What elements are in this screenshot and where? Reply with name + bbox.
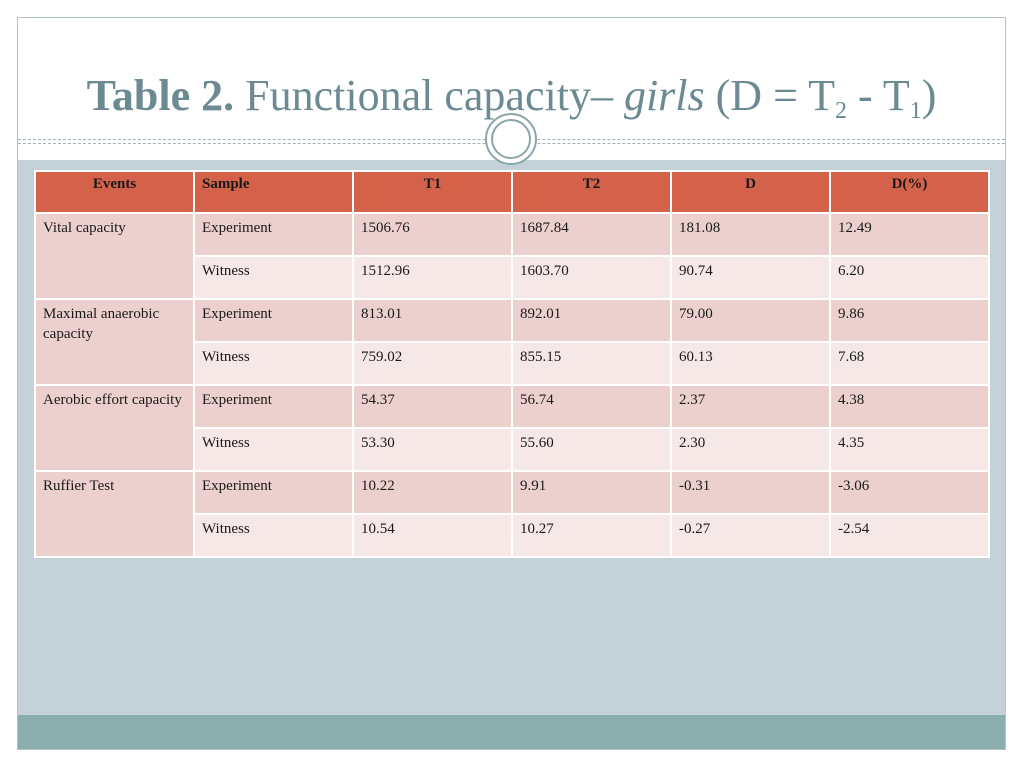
sample-cell: Witness xyxy=(193,255,354,300)
d-cell: 79.00 xyxy=(670,298,831,343)
t2-cell: 1603.70 xyxy=(511,255,672,300)
title-table-number: Table 2. xyxy=(86,71,235,120)
t2-cell: 56.74 xyxy=(511,384,672,429)
table-row: Vital capacity Experiment 1506.76 1687.8… xyxy=(34,212,990,300)
d-cell: 2.30 xyxy=(670,427,831,472)
d-cell: -0.27 xyxy=(670,513,831,558)
table-row: Witness 759.02 855.15 60.13 7.68 xyxy=(35,341,990,386)
d-percent-cell: -2.54 xyxy=(829,513,990,558)
t2-cell: 855.15 xyxy=(511,341,672,386)
title-subscript-1: 1 xyxy=(909,98,922,124)
d-percent-cell: 4.35 xyxy=(829,427,990,472)
slide: Table 2. Functional capacity– girls (D =… xyxy=(17,17,1006,750)
sample-cell: Witness xyxy=(193,513,354,558)
event-cell: Ruffier Test xyxy=(34,470,195,558)
t2-cell: 892.01 xyxy=(511,298,672,343)
d-percent-cell: 4.38 xyxy=(829,384,990,429)
d-cell: -0.31 xyxy=(670,470,831,515)
t2-cell: 10.27 xyxy=(511,513,672,558)
d-percent-cell: -3.06 xyxy=(829,470,990,515)
header-d: D xyxy=(670,170,831,214)
title-formula-suffix: ) xyxy=(921,71,937,120)
slide-title: Table 2. Functional capacity– girls (D =… xyxy=(18,70,1005,125)
t1-cell: 53.30 xyxy=(352,427,513,472)
title-italic: girls xyxy=(623,71,705,120)
d-percent-cell: 9.86 xyxy=(829,298,990,343)
t2-cell: 9.91 xyxy=(511,470,672,515)
table-row: Witness 1512.96 1603.70 90.74 6.20 xyxy=(35,255,990,300)
title-formula-mid: - T xyxy=(846,71,910,120)
t1-cell: 813.01 xyxy=(352,298,513,343)
table-row: Ruffier Test Experiment 10.22 9.91 -0.31… xyxy=(34,470,990,558)
title-text: Functional capacity– xyxy=(245,71,613,120)
sample-cell: Witness xyxy=(193,341,354,386)
t1-cell: 759.02 xyxy=(352,341,513,386)
header-sample: Sample xyxy=(193,170,354,214)
d-percent-cell: 7.68 xyxy=(829,341,990,386)
t1-cell: 10.22 xyxy=(352,470,513,515)
circle-ornament-icon xyxy=(485,113,537,165)
functional-capacity-table: Events Sample T1 T2 D D(%) Vital capacit… xyxy=(34,170,990,558)
d-percent-cell: 6.20 xyxy=(829,255,990,300)
t1-cell: 54.37 xyxy=(352,384,513,429)
event-cell: Vital capacity xyxy=(34,212,195,300)
footer-bar xyxy=(18,715,1005,749)
t2-cell: 55.60 xyxy=(511,427,672,472)
event-cell: Aerobic effort capacity xyxy=(34,384,195,472)
sample-cell: Experiment xyxy=(193,298,354,343)
t1-cell: 1506.76 xyxy=(352,212,513,257)
table-header-row: Events Sample T1 T2 D D(%) xyxy=(34,170,990,214)
slide-header: Table 2. Functional capacity– girls (D =… xyxy=(18,18,1005,160)
header-t1: T1 xyxy=(352,170,513,214)
header-t2: T2 xyxy=(511,170,672,214)
sample-cell: Witness xyxy=(193,427,354,472)
title-formula-prefix: (D = T xyxy=(715,71,835,120)
header-events: Events xyxy=(34,170,195,214)
table-row: Witness 10.54 10.27 -0.27 -2.54 xyxy=(35,513,990,558)
sample-cell: Experiment xyxy=(193,384,354,429)
t1-cell: 10.54 xyxy=(352,513,513,558)
t2-cell: 1687.84 xyxy=(511,212,672,257)
sample-cell: Experiment xyxy=(193,212,354,257)
d-percent-cell: 12.49 xyxy=(829,212,990,257)
d-cell: 181.08 xyxy=(670,212,831,257)
table-row: Maximal anaerobic capacity Experiment 81… xyxy=(34,298,990,386)
d-cell: 60.13 xyxy=(670,341,831,386)
header-d-percent: D(%) xyxy=(829,170,990,214)
event-cell: Maximal anaerobic capacity xyxy=(34,298,195,386)
t1-cell: 1512.96 xyxy=(352,255,513,300)
d-cell: 90.74 xyxy=(670,255,831,300)
table-row: Witness 53.30 55.60 2.30 4.35 xyxy=(35,427,990,472)
sample-cell: Experiment xyxy=(193,470,354,515)
title-subscript-2: 2 xyxy=(834,98,847,124)
d-cell: 2.37 xyxy=(670,384,831,429)
table-row: Aerobic effort capacity Experiment 54.37… xyxy=(34,384,990,472)
